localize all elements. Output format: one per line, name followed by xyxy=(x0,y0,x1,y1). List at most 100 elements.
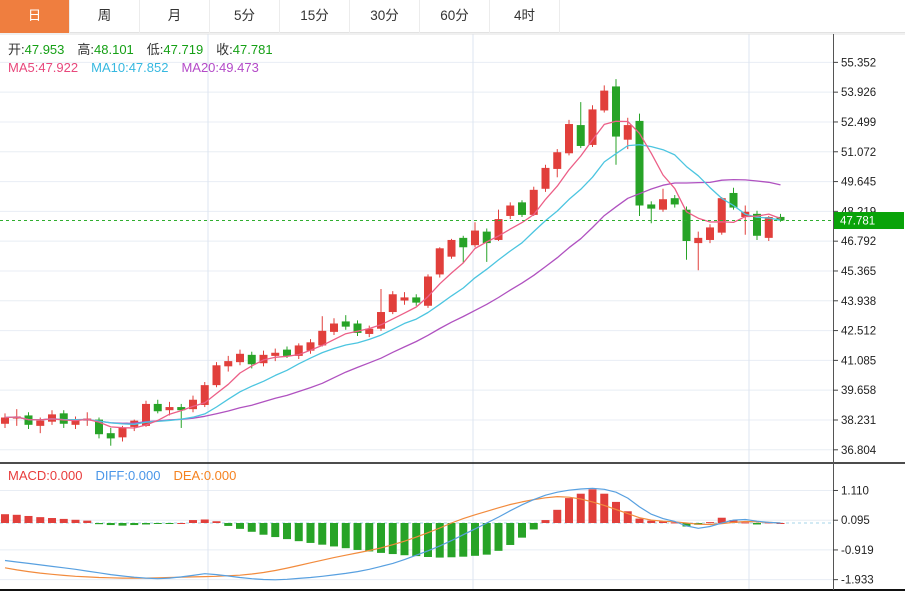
tab-30min[interactable]: 30分 xyxy=(350,0,420,33)
macd-hist-bar xyxy=(600,493,609,523)
price-tick-label: 38.231 xyxy=(841,415,876,427)
macd-readout: MACD:0.000 xyxy=(8,468,83,483)
macd-hist-bar xyxy=(353,523,362,550)
macd-hist-bar xyxy=(529,523,538,530)
macd-hist-bar xyxy=(236,523,244,529)
macd-hist-bar xyxy=(377,523,385,553)
macd-hist-bar xyxy=(306,523,315,543)
candle-body xyxy=(753,213,761,236)
macd-hist-bar xyxy=(95,523,103,525)
macd-hist-bar xyxy=(682,523,691,527)
candle-body xyxy=(365,328,374,334)
timeframe-tabs: 日周月 5分 15分 30分 60分 4时 xyxy=(0,0,905,33)
ma-readout-row: MA5:47.922 MA10:47.852 MA20:49.473 xyxy=(8,60,272,75)
tab-day[interactable]: 日 xyxy=(0,0,70,33)
candle-body xyxy=(271,352,280,356)
candle-body xyxy=(106,433,115,439)
candle-body xyxy=(1,417,9,424)
candle-body xyxy=(200,385,209,405)
macd-hist-bar xyxy=(283,523,291,540)
macd-hist-bar xyxy=(153,523,162,524)
macd-hist-bar xyxy=(576,493,585,523)
macd-hist-bar xyxy=(294,523,303,542)
macd-hist-bar xyxy=(588,489,597,523)
macd-hist-bar xyxy=(318,523,327,545)
macd-hist-bar xyxy=(471,523,479,556)
tab-4hour[interactable]: 4时 xyxy=(490,0,560,33)
candle-body xyxy=(212,365,221,386)
candle-body xyxy=(459,237,468,248)
macd-tick-label: 0.095 xyxy=(841,515,870,527)
candle-body xyxy=(600,90,609,111)
candle-body xyxy=(247,354,256,365)
candle-body xyxy=(588,109,597,145)
ma5-line xyxy=(4,120,781,429)
candle-body xyxy=(729,192,738,208)
price-tick-label: 49.645 xyxy=(841,177,876,189)
macd-hist-bar xyxy=(36,517,45,523)
macd-hist-bar xyxy=(506,523,515,545)
macd-hist-bar xyxy=(729,520,738,523)
macd-tick-label: -1.933 xyxy=(841,575,874,587)
candle-body xyxy=(412,297,421,303)
candle-body xyxy=(518,202,526,215)
macd-hist-bar xyxy=(435,523,444,558)
candle-body xyxy=(612,86,620,137)
candle-body xyxy=(283,349,291,356)
macd-hist-bar xyxy=(518,523,526,538)
macd-hist-bar xyxy=(717,517,726,523)
macd-hist-bar xyxy=(1,514,9,523)
candle-body xyxy=(259,354,268,364)
quote-open: 开:47.953 xyxy=(8,42,65,57)
tab-week[interactable]: 周 xyxy=(70,0,140,33)
macd-hist-bar xyxy=(71,519,80,523)
candle-body xyxy=(706,227,714,240)
macd-hist-bar xyxy=(459,523,468,557)
current-price-badge xyxy=(834,212,904,230)
candle-body xyxy=(48,414,56,422)
macd-hist-bar xyxy=(647,520,656,523)
macd-hist-bar xyxy=(623,511,632,523)
candle-body xyxy=(576,125,585,146)
candle-body xyxy=(506,205,515,216)
quote-close: 收:47.781 xyxy=(216,42,273,57)
macd-hist-bar xyxy=(612,501,620,523)
tab-60min[interactable]: 60分 xyxy=(420,0,490,33)
tab-5min[interactable]: 5分 xyxy=(210,0,280,33)
candle-body xyxy=(294,345,303,356)
macd-hist-bar xyxy=(48,518,56,523)
macd-hist-bar xyxy=(330,523,338,547)
quote-low: 低:47.719 xyxy=(146,42,204,57)
macd-hist-bar xyxy=(247,523,256,532)
candle-body xyxy=(670,198,679,205)
candle-body xyxy=(353,323,362,333)
price-tick-label: 46.792 xyxy=(841,236,876,248)
price-tick-label: 39.658 xyxy=(841,385,876,397)
candle-body xyxy=(471,230,479,246)
ma10-line xyxy=(4,144,781,425)
tab-15min[interactable]: 15分 xyxy=(280,0,350,33)
candle-body xyxy=(36,420,45,426)
candle-body xyxy=(236,353,244,363)
macd-hist-bar xyxy=(130,523,139,526)
tab-month[interactable]: 月 xyxy=(140,0,210,33)
price-tick-label: 43.938 xyxy=(841,296,876,308)
candle-body xyxy=(447,239,456,257)
macd-hist-bar xyxy=(212,521,221,523)
candle-body xyxy=(494,219,503,240)
macd-hist-bar xyxy=(412,523,421,557)
macd-hist-bar xyxy=(59,518,68,523)
dea-readout: DEA:0.000 xyxy=(173,468,237,483)
macd-hist-bar xyxy=(541,520,550,523)
price-tick-label: 36.804 xyxy=(841,445,877,457)
candle-body xyxy=(71,419,80,425)
macd-hist-bar xyxy=(24,515,33,523)
macd-hist-bar xyxy=(200,519,209,523)
candle-body xyxy=(623,125,632,140)
candle-body xyxy=(330,323,338,332)
price-tick-label: 41.085 xyxy=(841,355,876,367)
macd-hist-bar xyxy=(482,523,491,555)
candle-body xyxy=(306,342,315,351)
price-tick-label: 51.072 xyxy=(841,147,876,159)
